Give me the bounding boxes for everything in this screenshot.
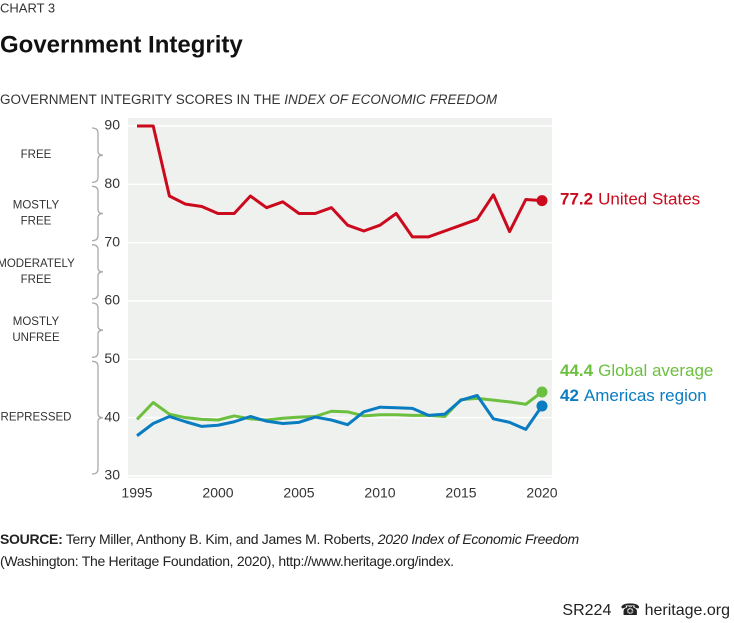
series-line <box>135 390 543 422</box>
band-label: REPRESSED <box>1 412 72 424</box>
y-tick-label: 40 <box>104 408 120 424</box>
source-italic: 2020 Index of Economic Freedom <box>377 531 579 547</box>
y-tick-label: 60 <box>104 292 120 308</box>
end-dot <box>536 195 548 207</box>
band-bracket <box>91 360 104 475</box>
x-tick-label: 2000 <box>202 485 233 501</box>
band-bracket <box>91 127 104 183</box>
band-label: FREE <box>21 274 52 286</box>
chart: CHART 3 Government Integrity GOVERNMENT … <box>0 0 713 501</box>
series-line <box>137 124 543 239</box>
band-label: FREE <box>21 149 52 161</box>
legend-entry: United States <box>598 190 700 209</box>
band-bracket <box>91 244 104 300</box>
band-label: MOSTLY <box>13 316 60 328</box>
subtitle-italic: INDEX OF ECONOMIC FREEDOM <box>284 92 498 107</box>
chart-subtitle: GOVERNMENT INTEGRITY SCORES IN THE INDEX… <box>0 92 498 107</box>
band-label: UNFREE <box>12 332 60 344</box>
x-tick-label: 2010 <box>364 485 395 501</box>
chart-kicker: CHART 3 <box>0 0 55 15</box>
series-label: 77.2 United States <box>560 190 700 209</box>
series-value-label: 42 <box>560 386 579 405</box>
legend-entry: Global average <box>598 361 713 380</box>
y-tick-label: 70 <box>104 233 120 249</box>
band-label: FREE <box>21 216 52 228</box>
source-note: SOURCE: Terry Miller, Anthony B. Kim, an… <box>0 528 720 572</box>
site: heritage.org <box>644 602 730 619</box>
x-tick-label: 2020 <box>526 485 557 501</box>
end-dot <box>536 400 548 412</box>
legend-entry: Americas region <box>584 386 707 405</box>
series-line <box>136 394 544 437</box>
series-label: 42 Americas region <box>560 386 707 405</box>
source-text: (Washington: The Heritage Foundation, 20… <box>0 553 454 569</box>
y-tick-label: 30 <box>104 467 120 483</box>
series-value-label: 44.4 <box>560 361 594 380</box>
band-bracket <box>91 185 104 242</box>
source-label: SOURCE: <box>0 531 63 547</box>
band-label: MODERATELY <box>0 258 75 270</box>
subtitle-text: GOVERNMENT INTEGRITY SCORES IN THE <box>0 92 284 107</box>
y-tick-label: 50 <box>104 350 120 366</box>
source-text: Terry Miller, Anthony B. Kim, and James … <box>65 531 378 547</box>
series-label: 44.4 Global average <box>560 361 713 380</box>
footer: SR224 ☎ heritage.org <box>562 602 730 619</box>
x-tick-label: 2015 <box>445 485 476 501</box>
x-tick-label: 1995 <box>121 485 152 501</box>
series-value-label: 77.2 <box>560 190 593 209</box>
report-id: SR224 <box>562 602 612 619</box>
end-dot <box>536 386 548 398</box>
y-tick-label: 80 <box>104 175 120 191</box>
band-label: MOSTLY <box>13 200 60 212</box>
x-tick-label: 2005 <box>283 485 314 501</box>
chart-title: Government Integrity <box>0 31 243 58</box>
band-bracket <box>91 302 104 358</box>
y-tick-label: 90 <box>104 117 120 133</box>
